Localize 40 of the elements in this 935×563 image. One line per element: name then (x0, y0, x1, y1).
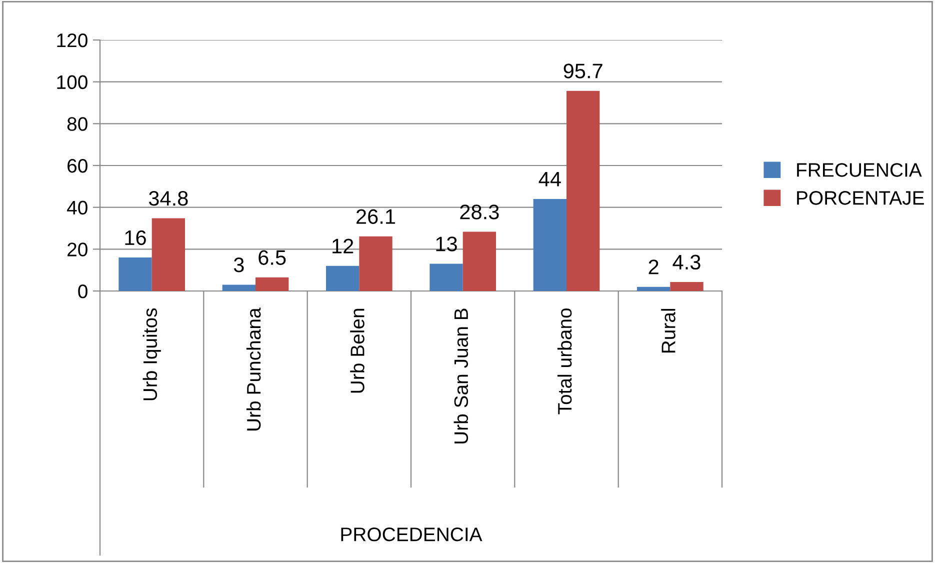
y-tick-label: 100 (57, 75, 88, 90)
bar (430, 264, 463, 291)
data-label: 95.7 (564, 64, 602, 78)
data-label: 34.8 (148, 191, 188, 206)
bar (152, 218, 186, 291)
y-tick-label: 0 (78, 284, 88, 298)
x-tick-label: Urb Belen (350, 308, 364, 393)
data-label: 3 (234, 258, 244, 272)
data-label: 44 (538, 172, 561, 186)
bar (533, 198, 566, 291)
bar (256, 277, 289, 291)
x-tick-label: Urb Iquitos (142, 308, 161, 400)
bar (326, 266, 360, 291)
bar (636, 286, 670, 291)
data-label: 6.5 (258, 250, 286, 265)
data-label: 12 (332, 238, 354, 254)
y-tick-label: 80 (67, 117, 88, 131)
data-label: 2 (648, 260, 658, 274)
x-tick-label: Urb Punchana (246, 308, 261, 430)
y-tick-label: 40 (67, 200, 88, 215)
bar (118, 258, 152, 291)
data-label: 4.3 (672, 254, 700, 270)
x-tick-label: Urb San Juan B (454, 308, 468, 444)
legend-label: PORCENTAJE (797, 191, 924, 205)
data-label: 26.1 (356, 209, 396, 224)
data-label: 16 (125, 230, 146, 246)
x-tick-label: Total urbano (557, 308, 572, 414)
bar (566, 90, 600, 291)
data-label: 13 (436, 236, 457, 252)
y-tick-label: 120 (57, 33, 88, 48)
x-tick-label: Rural (661, 308, 676, 353)
bar (670, 282, 704, 291)
bar (222, 284, 256, 291)
data-label: 28.3 (460, 204, 499, 220)
y-tick-label: 60 (68, 158, 88, 173)
x-axis-title: PROCEDENCIA (341, 528, 482, 542)
y-tick-label: 20 (68, 242, 88, 256)
bar (359, 236, 392, 291)
legend-label: FRECUENCIA (797, 163, 922, 177)
bar (462, 232, 496, 291)
